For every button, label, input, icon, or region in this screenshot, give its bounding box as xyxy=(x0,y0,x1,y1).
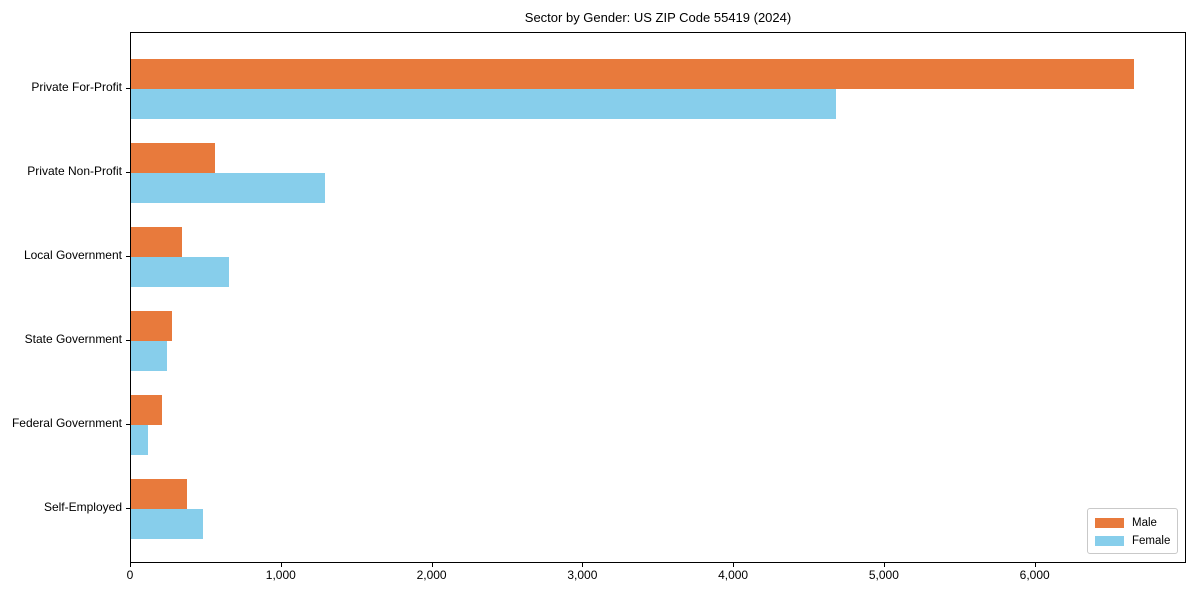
x-axis-tick xyxy=(733,563,735,567)
x-axis-tick xyxy=(883,563,885,567)
bar-male-private-non-profit xyxy=(131,143,215,173)
legend-swatch-male xyxy=(1095,517,1124,528)
y-axis-tick xyxy=(126,508,130,509)
bar-male-local-government xyxy=(131,227,183,257)
y-axis-tick xyxy=(126,424,130,425)
x-axis-tick xyxy=(1034,563,1036,567)
y-axis-category-label: Federal Government xyxy=(11,416,122,430)
plot-area xyxy=(130,32,1186,563)
bar-female-self-employed xyxy=(131,509,204,539)
legend-swatch-female xyxy=(1095,535,1124,546)
bar-male-state-government xyxy=(131,311,172,341)
x-axis-tick xyxy=(280,563,282,567)
chart-title: Sector by Gender: US ZIP Code 55419 (202… xyxy=(524,10,792,25)
x-axis-tick-label: 6,000 xyxy=(1019,568,1050,582)
y-axis-tick xyxy=(126,256,130,257)
x-axis-tick-label: 0 xyxy=(126,568,134,582)
legend-label: Female xyxy=(1132,534,1171,547)
bar-male-self-employed xyxy=(131,479,187,509)
y-axis-category-label: Local Government xyxy=(23,248,122,262)
y-axis-category-label: Private For-Profit xyxy=(31,80,122,94)
y-axis-category-label: Self-Employed xyxy=(43,500,122,514)
bar-female-private-non-profit xyxy=(131,173,325,203)
x-axis-tick xyxy=(431,563,433,567)
bar-male-federal-government xyxy=(131,395,162,425)
bar-male-private-for-profit xyxy=(131,59,1134,89)
legend: Male Female xyxy=(1087,508,1178,554)
y-axis-category-label: Private Non-Profit xyxy=(27,164,122,178)
x-axis-tick xyxy=(582,563,584,567)
x-axis-tick-label: 4,000 xyxy=(718,568,749,582)
x-axis-tick-label: 2,000 xyxy=(416,568,447,582)
bar-female-local-government xyxy=(131,257,229,287)
legend-entry-male: Male xyxy=(1095,515,1177,530)
y-axis-tick xyxy=(126,172,130,173)
legend-label: Male xyxy=(1132,516,1157,529)
x-axis-tick xyxy=(130,563,131,567)
x-axis-tick-label: 1,000 xyxy=(265,568,296,582)
bar-female-private-for-profit xyxy=(131,89,836,119)
y-axis-tick xyxy=(126,88,130,89)
bar-female-federal-government xyxy=(131,425,149,455)
x-axis-tick-label: 3,000 xyxy=(567,568,598,582)
y-axis-category-label: State Government xyxy=(24,332,122,346)
bar-female-state-government xyxy=(131,341,168,371)
legend-entry-female: Female xyxy=(1095,533,1177,548)
x-axis-tick-label: 5,000 xyxy=(868,568,899,582)
y-axis-tick xyxy=(126,340,130,341)
